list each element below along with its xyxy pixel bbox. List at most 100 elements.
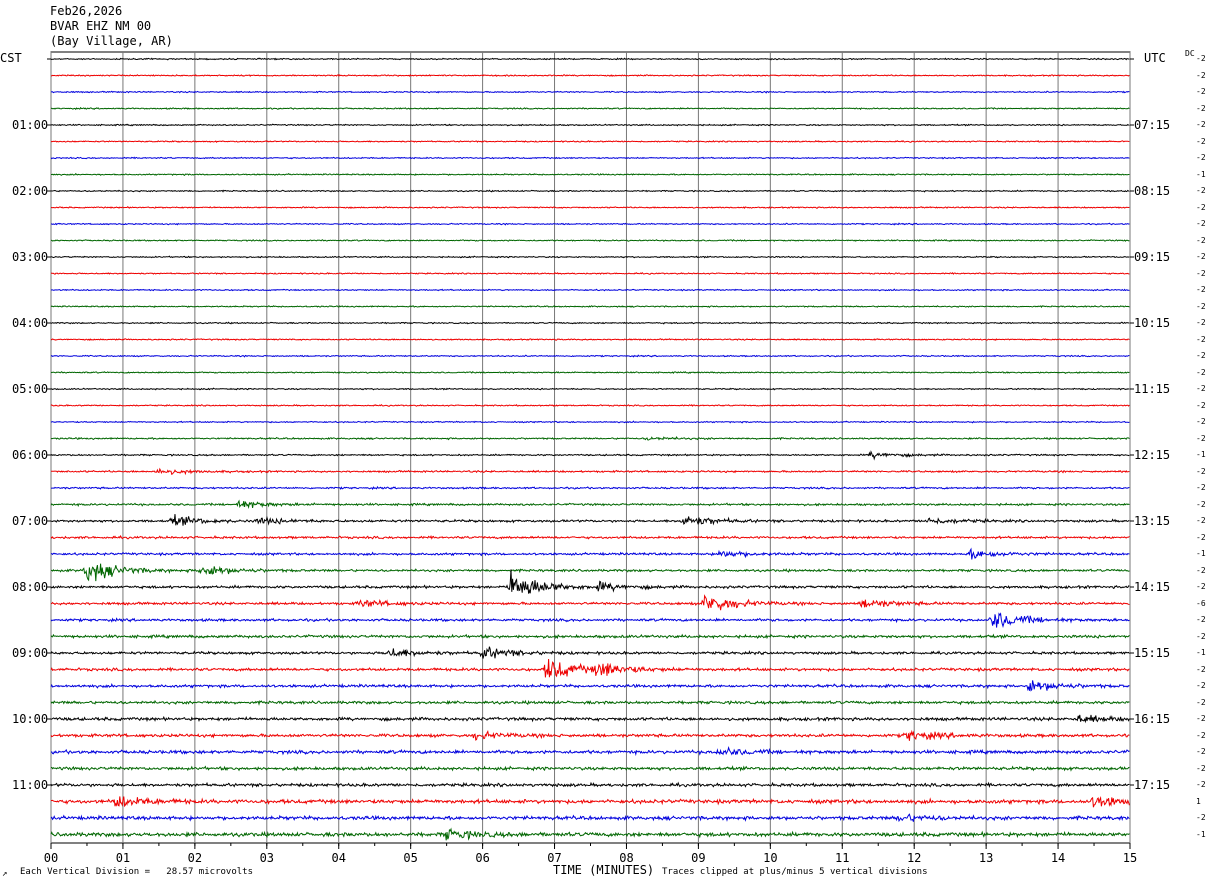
dc-offset-label: -2 bbox=[1196, 780, 1206, 789]
trace-row bbox=[50, 321, 1130, 325]
trace-row bbox=[50, 594, 1130, 611]
trace-row bbox=[50, 714, 1130, 724]
dc-offset-label: -2 bbox=[1196, 532, 1206, 542]
trace-row bbox=[50, 387, 1130, 391]
dc-offset-label: -2 bbox=[1196, 433, 1206, 443]
left-hour-label: 08:00 bbox=[12, 580, 49, 594]
trace-row bbox=[50, 646, 1130, 659]
trace-row bbox=[50, 106, 1130, 111]
trace-row bbox=[50, 658, 1130, 678]
trace-row bbox=[50, 796, 1130, 808]
dc-offset-label: -2 bbox=[1196, 120, 1206, 129]
dc-offset-label: -2 bbox=[1196, 516, 1206, 525]
left-hour-label: 10:00 bbox=[12, 712, 49, 726]
xaxis-title: TIME (MINUTES) bbox=[553, 863, 655, 877]
dc-offset-label: -2 bbox=[1196, 499, 1206, 509]
trace-row bbox=[51, 74, 1130, 78]
trace-row bbox=[50, 139, 1130, 143]
left-hour-label: 09:00 bbox=[12, 646, 49, 660]
x-tick-label: 01 bbox=[115, 851, 131, 865]
right-hour-label: 14:15 bbox=[1134, 580, 1171, 594]
trace-row bbox=[50, 57, 1130, 61]
corner-arrow-icon: ↗ bbox=[2, 869, 8, 879]
dc-offset-label: -2 bbox=[1196, 664, 1206, 674]
x-tick-label: 04 bbox=[331, 851, 346, 865]
right-hour-label: 17:15 bbox=[1134, 778, 1171, 792]
trace-row bbox=[50, 633, 1130, 640]
trace-row bbox=[50, 436, 1130, 441]
dc-offset-label: -2 bbox=[1196, 615, 1206, 624]
trace-row bbox=[50, 765, 1130, 772]
division-note: Each Vertical Division = 28.57 microvolt… bbox=[20, 867, 253, 877]
dc-offset-label: -2 bbox=[1196, 252, 1206, 261]
dc-offset-label: -2 bbox=[1196, 202, 1206, 212]
trace-row bbox=[50, 699, 1130, 706]
dc-offset-label: -2 bbox=[1196, 334, 1206, 344]
dc-offset-label: -2 bbox=[1196, 285, 1206, 294]
dc-offset-label: -2 bbox=[1196, 219, 1206, 228]
x-tick-label: 13 bbox=[978, 851, 994, 865]
header-date: Feb26,2026 bbox=[50, 4, 123, 18]
trace-row bbox=[50, 371, 1130, 375]
trace-row bbox=[50, 729, 1130, 741]
left-hour-label: 04:00 bbox=[12, 316, 49, 330]
trace-row bbox=[50, 547, 1130, 560]
left-hour-label: 01:00 bbox=[12, 118, 49, 132]
x-tick-label: 09 bbox=[691, 851, 706, 865]
left-hour-label: 07:00 bbox=[12, 514, 49, 528]
trace-row bbox=[50, 403, 1130, 407]
x-tick-label: 00 bbox=[43, 851, 59, 865]
trace-row bbox=[50, 255, 1130, 259]
grid-lines bbox=[47, 51, 1134, 849]
dc-offset-label: -2 bbox=[1196, 417, 1206, 426]
left-hour-label: 05:00 bbox=[12, 382, 49, 396]
right-hour-label: 16:15 bbox=[1134, 712, 1171, 726]
dc-offset-label: -2 bbox=[1196, 70, 1206, 80]
trace-row bbox=[50, 420, 1130, 424]
x-tick-label: 10 bbox=[763, 851, 778, 865]
x-tick-label: 15 bbox=[1122, 851, 1138, 865]
dc-offset-label: -2 bbox=[1196, 103, 1206, 113]
dc-offset-label: -2 bbox=[1196, 351, 1206, 360]
dc-offset-label: -2 bbox=[1196, 186, 1206, 195]
right-hour-label: 13:15 bbox=[1134, 514, 1171, 528]
dc-offset-label: -6 bbox=[1196, 598, 1206, 608]
trace-row bbox=[50, 354, 1130, 358]
dc-offset-label: -1 bbox=[1196, 549, 1206, 558]
trace-row bbox=[51, 563, 1130, 582]
right-hour-label: 08:15 bbox=[1134, 184, 1171, 198]
trace-row bbox=[50, 499, 1130, 510]
right-hour-label: 12:15 bbox=[1134, 448, 1171, 462]
dc-offset-label: -2 bbox=[1196, 681, 1206, 690]
header-station: BVAR EHZ NM 00 bbox=[50, 19, 152, 33]
dc-offset-label: -1 bbox=[1196, 169, 1206, 179]
trace-row bbox=[50, 534, 1130, 540]
dc-offset-label: -2 bbox=[1196, 384, 1206, 393]
dc-offset-label: -2 bbox=[1196, 54, 1206, 63]
left-hour-label: 03:00 bbox=[12, 250, 49, 264]
x-tick-label: 06 bbox=[475, 851, 490, 865]
dc-offset-label: -2 bbox=[1196, 87, 1206, 96]
dc-offset-label: -2 bbox=[1196, 268, 1206, 278]
left-timezone-label: CST bbox=[0, 51, 22, 65]
dc-offset-label: -2 bbox=[1196, 136, 1206, 146]
dc-offset-label: -1 bbox=[1196, 450, 1206, 459]
dc-offset-label: -2 bbox=[1196, 714, 1206, 723]
dc-offset-label: -2 bbox=[1196, 582, 1206, 591]
clip-note: Traces clipped at plus/minus 5 vertical … bbox=[662, 867, 928, 877]
trace-row bbox=[50, 189, 1130, 193]
trace-row bbox=[50, 222, 1130, 226]
x-tick-label: 08 bbox=[619, 851, 634, 865]
trace-row bbox=[50, 156, 1130, 160]
trace-row bbox=[50, 271, 1130, 275]
x-tick-label: 12 bbox=[906, 851, 922, 865]
dc-offset-label: -2 bbox=[1196, 400, 1206, 410]
x-tick-label: 05 bbox=[403, 851, 418, 865]
trace-row bbox=[50, 338, 1130, 342]
dc-offset-label: 1 bbox=[1196, 796, 1201, 806]
right-hour-label: 07:15 bbox=[1134, 118, 1171, 132]
trace-row bbox=[50, 305, 1130, 309]
left-hour-label: 11:00 bbox=[12, 778, 49, 792]
trace-row bbox=[50, 569, 1130, 594]
